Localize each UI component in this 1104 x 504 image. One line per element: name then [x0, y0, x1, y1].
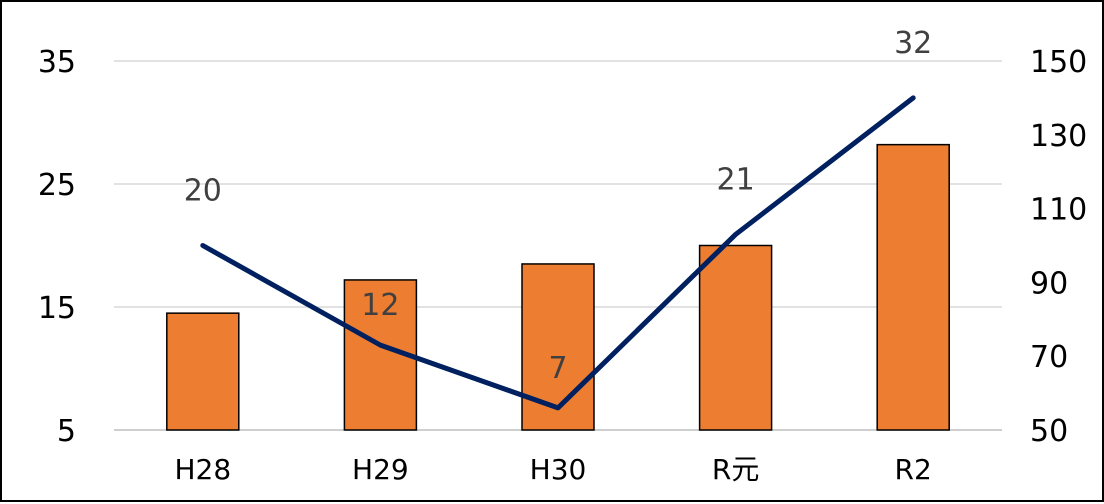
left-tick-label: 25	[38, 168, 76, 203]
bar-R2	[876, 143, 950, 431]
left-axis-ticks: 35 25 15 5	[38, 45, 76, 449]
left-tick-label: 5	[57, 414, 76, 449]
right-axis-ticks: 150 130 110 90 70 50	[1030, 45, 1087, 449]
bar-R元	[698, 244, 773, 431]
series-line	[200, 95, 916, 411]
category-label: H30	[530, 453, 587, 486]
bar-series	[166, 143, 950, 431]
data-label-H28: 20	[184, 174, 222, 209]
category-label: R元	[712, 453, 759, 486]
right-tick-label: 70	[1030, 340, 1068, 375]
left-tick-label: 35	[38, 45, 76, 80]
bar-H28	[166, 312, 240, 431]
data-label-H29: 12	[361, 288, 399, 323]
category-label: H29	[352, 453, 409, 486]
left-tick-label: 15	[38, 291, 76, 326]
data-label-R元: 21	[717, 162, 755, 197]
right-tick-label: 110	[1030, 193, 1087, 228]
category-label: R2	[895, 453, 932, 486]
bar-H30	[521, 263, 595, 431]
right-tick-label: 50	[1030, 414, 1068, 449]
category-axis-labels: H28 H29 H30 R元 R2	[174, 453, 931, 486]
line-series	[200, 95, 916, 411]
data-labels: 20 12 7 21 32	[184, 26, 933, 386]
data-label-R2: 32	[894, 26, 932, 61]
category-label: H28	[174, 453, 231, 486]
data-label-H30: 7	[548, 351, 567, 386]
right-tick-label: 130	[1030, 119, 1087, 154]
right-tick-label: 150	[1030, 45, 1087, 80]
right-tick-label: 90	[1030, 266, 1068, 301]
